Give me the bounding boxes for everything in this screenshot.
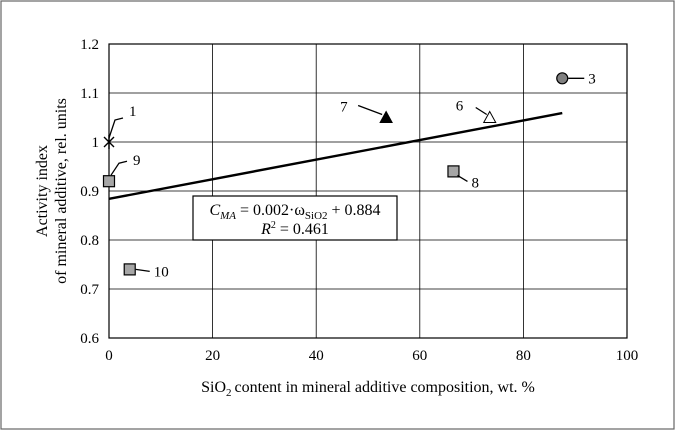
y-tick-label: 0.7	[80, 282, 99, 298]
tick-labels: 0 20 40 60 80 100 0.6 0.7 0.8 0.9 1 1.1 1.2	[80, 37, 638, 364]
point-label: 7	[340, 100, 348, 116]
circle-marker	[556, 72, 569, 85]
data-points: 1 3 6 7 8 9 10	[102, 71, 596, 280]
y-tick-label: 1.2	[80, 37, 99, 53]
x-tick-label: 0	[105, 348, 113, 364]
x-tick-label: 60	[412, 348, 427, 364]
leader-line	[357, 104, 383, 116]
x-axis-label: SiO2 content in mineral additive composit…	[201, 379, 535, 399]
y-tick-label: 0.8	[80, 233, 99, 249]
point-label: 1	[129, 104, 137, 120]
data-point-9: 9	[102, 153, 141, 188]
trend-line	[108, 111, 563, 201]
leader-line	[457, 174, 468, 182]
point-label: 6	[456, 99, 464, 115]
y-tick-label: 0.6	[80, 331, 99, 347]
point-label: 10	[154, 264, 169, 280]
x-tick-label: 20	[205, 348, 220, 364]
square-marker	[123, 263, 136, 276]
square-marker	[447, 165, 460, 178]
data-point-6: 6	[456, 99, 497, 123]
regression-equation: CMA = 0.002·ωSiO2 + 0.884	[209, 202, 380, 222]
triangle-marker	[379, 110, 393, 123]
data-point-3: 3	[556, 71, 596, 87]
leader-line	[110, 160, 128, 176]
data-point-8: 8	[447, 165, 479, 191]
y-axis-label-line1: Activity index	[34, 145, 51, 237]
equation-box: CMA = 0.002·ωSiO2 + 0.884 R2 = 0.461	[192, 195, 398, 241]
leader-line	[135, 268, 150, 273]
point-label: 3	[588, 71, 596, 87]
triangle-open-marker	[482, 110, 497, 123]
y-tick-label: 1.1	[80, 86, 99, 102]
data-point-7: 7	[340, 100, 393, 123]
y-axis-label: Activity index of mineral additive, rel.…	[34, 98, 70, 284]
plot-area	[108, 43, 628, 339]
r-squared: R2 = 0.461	[260, 220, 329, 238]
x-tick-label: 40	[309, 348, 324, 364]
data-point-10: 10	[123, 263, 169, 280]
point-label: 9	[133, 153, 141, 169]
square-marker	[102, 175, 116, 188]
leader-line	[475, 106, 488, 116]
y-tick-label: 1	[92, 135, 100, 151]
x-tick-label: 100	[616, 348, 639, 364]
data-point-1: 1	[103, 104, 137, 149]
y-tick-label: 0.9	[80, 184, 99, 200]
x-tick-label: 80	[516, 348, 531, 364]
leader-line	[108, 117, 124, 139]
y-axis-label-line2: of mineral additive, rel. units	[53, 98, 70, 284]
point-label: 8	[471, 175, 479, 191]
equation-box-frame	[192, 195, 398, 241]
